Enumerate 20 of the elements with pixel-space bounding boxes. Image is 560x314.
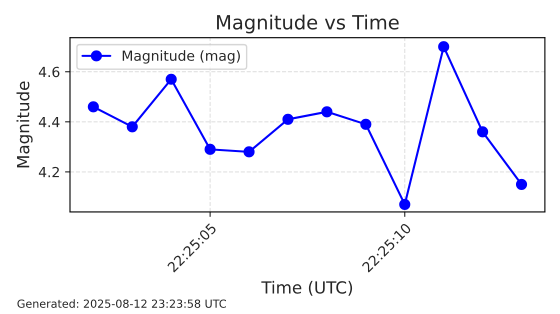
point: [438, 41, 450, 52]
point: [243, 146, 255, 158]
y-tick-label: 4.2: [38, 166, 59, 178]
point: [204, 144, 216, 155]
y-tick-label: 4.6: [38, 66, 60, 78]
point: [399, 198, 410, 210]
point: [516, 178, 528, 190]
y-axis-title: Magnitude: [16, 82, 33, 168]
point: [126, 121, 138, 132]
legend-label: Magnitude (mag): [122, 50, 240, 64]
point: [88, 101, 99, 112]
point: [321, 106, 332, 118]
text: Generated: 2025-08-12 23:23:58 UTC: [17, 299, 226, 308]
y-tick-label: 4.4: [38, 116, 60, 128]
point: [282, 114, 294, 125]
point: [166, 74, 177, 85]
point: [477, 126, 488, 138]
chart-title: Magnitude vs Time: [217, 14, 399, 34]
point: [360, 118, 372, 130]
x-axis-title: Time (UTC): [261, 280, 352, 296]
